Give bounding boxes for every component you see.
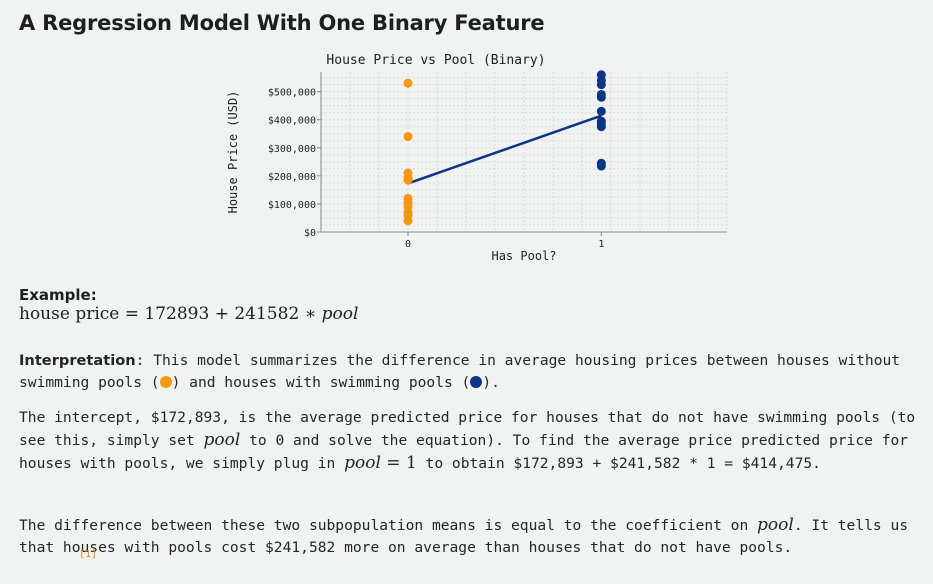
x-axis-label: Has Pool? (491, 249, 556, 263)
p3-var-1: pool (757, 515, 794, 535)
p2-var-1: pool (203, 430, 241, 450)
x-tick-label: 1 (598, 239, 604, 250)
p3-text-1: The difference between these two subpopu… (19, 517, 758, 534)
y-tick-label: $100,000 (268, 200, 316, 211)
y-tick-label: $500,000 (268, 88, 316, 99)
data-point (596, 92, 606, 102)
y-tick-label: $200,000 (268, 172, 316, 183)
difference-paragraph: The difference between these two subpopu… (19, 514, 919, 559)
p2-text-3: to obtain $172,893 + $241,582 * 1 = $414… (416, 455, 821, 472)
data-point (596, 106, 606, 116)
p2-text-2: to 0 and solve the equation). To find th… (19, 432, 909, 472)
page-title: A Regression Model With One Binary Featu… (19, 11, 545, 35)
equation-mid: = 172893 + 241582 ∗ (119, 304, 322, 324)
data-point (596, 122, 606, 132)
y-tick-label: $0 (304, 228, 316, 239)
equation-lhs: house price (19, 304, 120, 324)
chart-title: House Price vs Pool (Binary) (326, 53, 545, 68)
y-tick-label: $300,000 (268, 144, 316, 155)
y-axis-label: House Price (USD) (226, 91, 240, 214)
data-point (403, 216, 413, 226)
equation-var: pool (321, 304, 359, 324)
interpretation-label: Interpretation (19, 352, 136, 369)
interp-text-1: : This model summarizes the difference i… (19, 352, 901, 391)
example-label: Example: (19, 286, 97, 304)
interpretation-paragraph: Interpretation: This model summarizes th… (19, 350, 919, 394)
data-point (403, 132, 413, 142)
data-point (403, 175, 413, 185)
pool-dot-icon (470, 376, 483, 388)
data-point (403, 78, 413, 88)
intercept-paragraph: The intercept, $172,893, is the average … (19, 406, 919, 475)
p2-text-1: The intercept, $172,893, is the average … (19, 409, 916, 449)
data-point (596, 80, 606, 90)
citation-link[interactable]: [1] (79, 549, 98, 560)
y-tick-label: $400,000 (268, 116, 316, 127)
regression-line (407, 114, 602, 185)
regression-equation: house price = 172893 + 241582 ∗ pool (19, 304, 358, 324)
interp-text-3: ). (482, 374, 500, 391)
no-pool-dot-icon (159, 376, 172, 388)
p3-text-2: . It tells us that houses with pools cos… (19, 517, 909, 556)
p2-eq: = 1 (380, 453, 417, 473)
scatter-chart: House Price vs Pool (Binary) Has Pool? H… (226, 53, 728, 263)
interp-text-2: ) and houses with swimming pools ( (171, 374, 471, 391)
x-tick-label: 0 (405, 239, 411, 250)
data-point (596, 161, 606, 171)
p2-var-2: pool (344, 453, 381, 473)
